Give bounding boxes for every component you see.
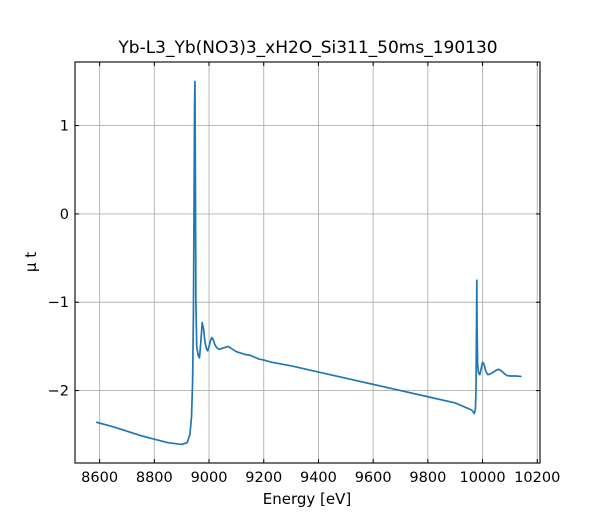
x-tick-label: 9400 [300, 470, 337, 486]
y-axis-label: μ t [22, 252, 40, 272]
x-tick-label: 8800 [136, 470, 173, 486]
grid-layer [75, 62, 540, 463]
x-tick-label: 9200 [245, 470, 282, 486]
tick-layer: 8600 8800 9000 9200 9400 9600 9800 10000 10200 −2… [48, 62, 560, 486]
y-tick-label: −2 [48, 384, 69, 400]
y-tick-label: 1 [60, 119, 69, 135]
chart-title: Yb-L3_Yb(NO3)3_xH2O_Si311_50ms_190130 [117, 38, 497, 58]
series-line [96, 80, 522, 446]
y-tick-label: 0 [60, 207, 69, 223]
x-tick-label: 9000 [191, 470, 228, 486]
x-tick-label: 9800 [409, 470, 446, 486]
x-tick-label: 9600 [355, 470, 392, 486]
x-tick-label: 10200 [514, 470, 560, 486]
x-tick-label: 8600 [81, 470, 118, 486]
series-layer [96, 80, 522, 446]
x-tick-label: 10000 [459, 470, 505, 486]
y-tick-label: −1 [48, 295, 69, 311]
plot-frame [74, 61, 541, 464]
x-axis-label: Energy [eV] [263, 490, 351, 508]
